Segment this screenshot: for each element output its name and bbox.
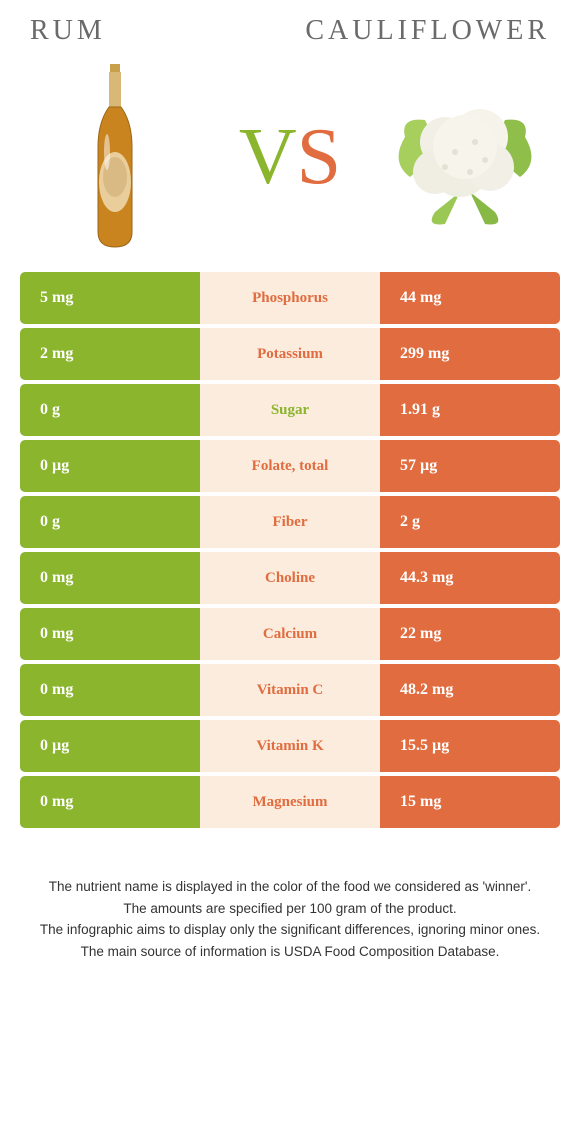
- cell-nutrient-label: Phosphorus: [200, 272, 380, 324]
- table-row: 0 µgFolate, total57 µg: [20, 440, 560, 492]
- cell-left-value: 0 mg: [20, 608, 200, 660]
- cell-right-value: 1.91 g: [380, 384, 560, 436]
- table-row: 0 mgCalcium22 mg: [20, 608, 560, 660]
- cell-left-value: 0 g: [20, 384, 200, 436]
- cell-nutrient-label: Vitamin K: [200, 720, 380, 772]
- cell-left-value: 5 mg: [20, 272, 200, 324]
- table-row: 0 mgCholine44.3 mg: [20, 552, 560, 604]
- cell-nutrient-label: Folate, total: [200, 440, 380, 492]
- footer-line-3: The infographic aims to display only the…: [25, 920, 555, 940]
- table-row: 0 µgVitamin K15.5 µg: [20, 720, 560, 772]
- footer-line-2: The amounts are specified per 100 gram o…: [25, 899, 555, 919]
- cell-nutrient-label: Sugar: [200, 384, 380, 436]
- cell-nutrient-label: Choline: [200, 552, 380, 604]
- footer-text: The nutrient name is displayed in the co…: [0, 832, 580, 961]
- cell-right-value: 44 mg: [380, 272, 560, 324]
- cauliflower-icon: [380, 62, 550, 252]
- table-row: 0 gFiber2 g: [20, 496, 560, 548]
- title-left: Rum: [30, 15, 106, 47]
- cell-nutrient-label: Fiber: [200, 496, 380, 548]
- table-row: 0 mgVitamin C48.2 mg: [20, 664, 560, 716]
- cell-right-value: 22 mg: [380, 608, 560, 660]
- cell-right-value: 57 µg: [380, 440, 560, 492]
- cell-left-value: 0 µg: [20, 440, 200, 492]
- cell-right-value: 48.2 mg: [380, 664, 560, 716]
- cell-left-value: 0 mg: [20, 776, 200, 828]
- table-row: 5 mgPhosphorus44 mg: [20, 272, 560, 324]
- rum-bottle-icon: [30, 62, 200, 252]
- footer-line-1: The nutrient name is displayed in the co…: [25, 877, 555, 897]
- cell-right-value: 15.5 µg: [380, 720, 560, 772]
- cell-nutrient-label: Vitamin C: [200, 664, 380, 716]
- vs-v: V: [239, 117, 297, 197]
- cell-nutrient-label: Potassium: [200, 328, 380, 380]
- cell-right-value: 299 mg: [380, 328, 560, 380]
- cell-left-value: 0 g: [20, 496, 200, 548]
- vs-label: VS: [239, 117, 341, 197]
- cell-left-value: 0 mg: [20, 552, 200, 604]
- table-row: 0 gSugar1.91 g: [20, 384, 560, 436]
- table-row: 2 mgPotassium299 mg: [20, 328, 560, 380]
- cell-left-value: 0 mg: [20, 664, 200, 716]
- cell-nutrient-label: Calcium: [200, 608, 380, 660]
- images-row: VS: [0, 57, 580, 267]
- footer-line-4: The main source of information is USDA F…: [25, 942, 555, 962]
- cell-left-value: 2 mg: [20, 328, 200, 380]
- infographic-container: Rum Cauliflower VS: [0, 0, 580, 961]
- table-row: 0 mgMagnesium15 mg: [20, 776, 560, 828]
- title-right: Cauliflower: [305, 15, 550, 47]
- title-row: Rum Cauliflower: [0, 0, 580, 57]
- cell-right-value: 44.3 mg: [380, 552, 560, 604]
- cell-nutrient-label: Magnesium: [200, 776, 380, 828]
- comparison-table: 5 mgPhosphorus44 mg2 mgPotassium299 mg0 …: [0, 267, 580, 828]
- cell-right-value: 2 g: [380, 496, 560, 548]
- vs-s: S: [297, 117, 342, 197]
- cell-left-value: 0 µg: [20, 720, 200, 772]
- cell-right-value: 15 mg: [380, 776, 560, 828]
